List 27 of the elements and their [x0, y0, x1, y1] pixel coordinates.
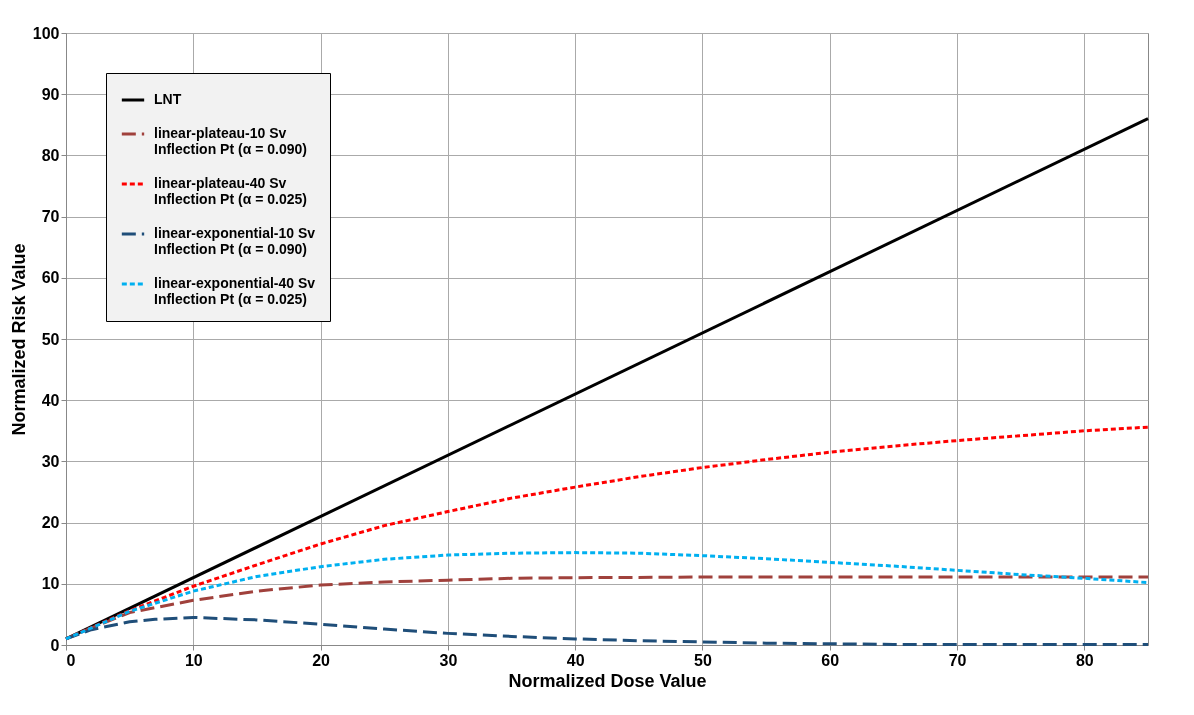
legend-label: linear-exponential-40 Sv Inflection Pt (α = 0.025): [154, 275, 316, 307]
y-tick-label: 0: [50, 636, 60, 654]
y-tick-label: 90: [41, 85, 60, 103]
y-tick-label: 80: [41, 146, 60, 164]
x-tick-label: 20: [312, 651, 331, 669]
x-tick-label: 0: [66, 651, 76, 669]
legend-label: LNT: [154, 91, 182, 107]
x-tick-label: 10: [184, 651, 203, 669]
x-axis-title: Normalized Dose Value: [508, 670, 707, 691]
x-tick-label: 70: [948, 651, 967, 669]
y-tick-label: 10: [41, 575, 60, 593]
x-tick-label: 30: [439, 651, 458, 669]
y-tick-label: 50: [41, 330, 60, 348]
legend-label: linear-exponential-10 Sv Inflection Pt (α = 0.090): [154, 225, 316, 257]
y-tick-label: 100: [32, 24, 60, 42]
x-tick-label: 50: [694, 651, 712, 669]
y-tick-label: 70: [41, 208, 60, 226]
legend-label: linear-plateau-10 Sv Inflection Pt (α = 0.090): [154, 125, 307, 157]
y-tick-label: 20: [41, 514, 60, 532]
x-tick-label: 60: [821, 651, 840, 669]
y-axis-title: Normalized Risk Value: [8, 243, 29, 436]
legend-label: linear-plateau-40 Sv Inflection Pt (α = 0.025): [154, 175, 307, 207]
y-tick-label: 30: [41, 452, 60, 470]
x-tick-label: 80: [1075, 651, 1094, 669]
y-tick-label: 60: [41, 269, 60, 287]
x-tick-label: 40: [566, 651, 585, 669]
y-tick-label: 40: [41, 391, 60, 409]
